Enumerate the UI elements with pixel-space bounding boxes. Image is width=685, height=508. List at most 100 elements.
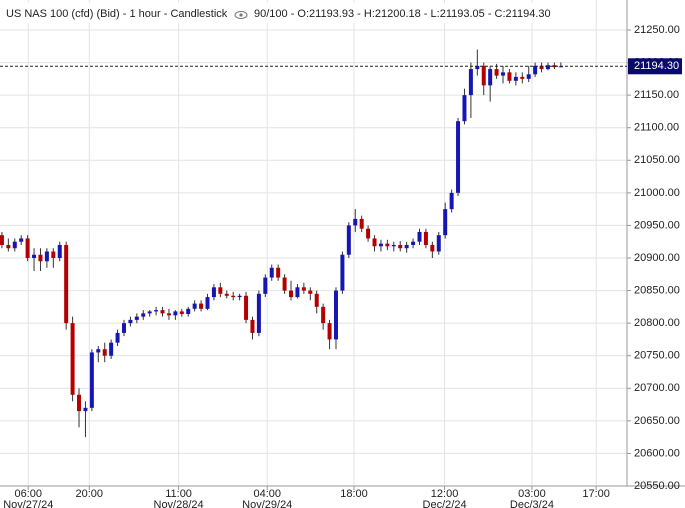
candle-body	[192, 303, 197, 309]
candle-body	[19, 238, 24, 242]
y-tick-label: 21050.00	[634, 154, 680, 166]
x-tick-label: 03:00	[518, 488, 546, 500]
candle-body	[353, 218, 358, 226]
last-price-box	[628, 58, 682, 75]
y-tick-label: 20600.00	[634, 447, 680, 459]
candle-body	[96, 349, 101, 353]
candle-body	[128, 319, 133, 324]
candle-body	[494, 69, 499, 76]
candle-body	[141, 313, 146, 317]
x-date-label: Dec/3/24	[510, 499, 554, 508]
candle-body	[545, 65, 550, 70]
candle-body	[6, 244, 11, 249]
candle-body	[308, 290, 313, 294]
candle-body	[218, 287, 223, 294]
candle-body	[147, 311, 152, 314]
candle-body	[398, 244, 403, 249]
candles	[0, 49, 563, 438]
candle-body	[160, 310, 165, 314]
y-tick-label: 20750.00	[634, 350, 680, 362]
candle-body	[224, 293, 229, 296]
candle-body	[154, 310, 159, 312]
candle-body	[321, 306, 326, 324]
candle-body	[70, 323, 75, 395]
candle-body	[456, 121, 461, 193]
candle-body	[83, 407, 88, 412]
candle-body	[179, 311, 184, 315]
grid	[0, 0, 627, 487]
candle-body	[269, 267, 274, 278]
candle-body	[295, 287, 300, 298]
candle-body	[250, 319, 255, 333]
candle-body	[0, 235, 4, 245]
x-tick-label: 18:00	[340, 488, 368, 500]
candle-body	[340, 254, 345, 291]
y-tick-label: 21100.00	[634, 122, 679, 134]
candle-body	[256, 293, 261, 333]
candle-body	[468, 69, 473, 96]
x-date-label: Dec/2/24	[423, 499, 467, 508]
candle-body	[115, 332, 120, 343]
candle-body	[77, 394, 82, 412]
candle-body	[199, 303, 204, 309]
candle-body	[38, 254, 43, 262]
candle-body	[449, 192, 454, 210]
x-tick-label: 04:00	[253, 488, 281, 500]
candle-body	[533, 65, 538, 75]
candle-body	[289, 290, 294, 298]
y-tick-label: 20850.00	[634, 284, 680, 296]
eye-icon	[234, 11, 248, 19]
candle-body	[173, 311, 178, 316]
candle-body	[25, 238, 30, 258]
candle-body	[552, 65, 557, 68]
y-tick-label: 21150.00	[634, 89, 679, 101]
candle-body	[134, 316, 139, 320]
y-tick-label: 20800.00	[634, 317, 680, 329]
x-tick-label: 12:00	[431, 488, 459, 500]
candle-body	[333, 290, 338, 340]
candle-body	[51, 251, 56, 258]
y-tick-label: 21000.00	[634, 187, 680, 199]
candle-body	[282, 277, 287, 291]
candle-body	[314, 293, 319, 307]
candle-body	[211, 287, 216, 298]
x-date-label: Nov/28/24	[154, 499, 204, 508]
candle-body	[186, 308, 191, 315]
candle-body	[366, 228, 371, 239]
candle-body	[12, 241, 17, 249]
candle-body	[475, 65, 480, 70]
y-tick-label: 20700.00	[634, 382, 680, 394]
candle-body	[231, 295, 236, 298]
candle-body	[501, 72, 506, 76]
candle-body	[443, 209, 448, 236]
candle-body	[32, 254, 37, 258]
candle-body	[57, 244, 62, 258]
candle-body	[205, 297, 210, 309]
y-tick-label: 20550.00	[634, 480, 680, 492]
candle-body	[391, 244, 396, 247]
x-tick-label: 17:00	[582, 488, 610, 500]
candle-body	[462, 95, 467, 122]
candle-body	[44, 251, 49, 262]
candle-body	[385, 243, 390, 247]
candle-body	[411, 241, 416, 245]
candle-body	[346, 225, 351, 255]
candle-body	[378, 243, 383, 247]
candle-body	[263, 277, 268, 294]
candle-body	[64, 244, 69, 324]
candle-body	[423, 231, 428, 245]
candle-body	[436, 235, 441, 252]
candle-body	[404, 244, 409, 249]
candle-body	[488, 69, 493, 86]
chart-subtitle: 90/100 - O:21193.93 - H:21200.18 - L:211…	[254, 8, 551, 20]
candle-body	[481, 65, 486, 86]
candle-body	[372, 238, 377, 247]
candle-body	[430, 244, 435, 252]
candle-body	[327, 323, 332, 340]
x-date-label: Nov/27/24	[3, 499, 53, 508]
last-price-label: 21194.30	[634, 60, 679, 72]
candle-body	[102, 349, 107, 356]
candle-body	[359, 218, 364, 229]
candle-body	[89, 352, 94, 408]
